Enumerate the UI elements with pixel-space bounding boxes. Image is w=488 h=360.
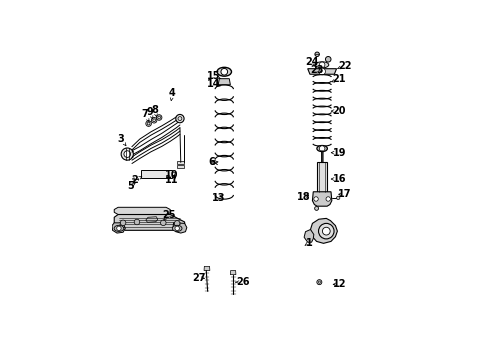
Text: 11: 11 bbox=[164, 175, 178, 185]
Polygon shape bbox=[230, 270, 235, 275]
Circle shape bbox=[120, 220, 125, 226]
Text: 12: 12 bbox=[332, 279, 346, 289]
Text: 7: 7 bbox=[141, 109, 148, 119]
Circle shape bbox=[117, 226, 121, 231]
Circle shape bbox=[319, 146, 324, 151]
Polygon shape bbox=[114, 215, 184, 230]
Circle shape bbox=[336, 196, 339, 199]
Bar bbox=[141, 170, 171, 179]
Text: 4: 4 bbox=[169, 88, 176, 98]
Text: 19: 19 bbox=[332, 148, 346, 158]
Text: 9: 9 bbox=[146, 107, 153, 117]
Circle shape bbox=[156, 115, 162, 120]
Circle shape bbox=[314, 52, 319, 57]
Text: 6: 6 bbox=[208, 157, 215, 167]
Bar bbox=[317, 162, 326, 192]
Polygon shape bbox=[312, 192, 331, 206]
Circle shape bbox=[151, 117, 157, 123]
Text: 5: 5 bbox=[127, 181, 134, 191]
Text: 27: 27 bbox=[192, 273, 205, 283]
Circle shape bbox=[175, 226, 179, 231]
Text: 14: 14 bbox=[207, 79, 220, 89]
Text: 26: 26 bbox=[236, 277, 249, 287]
Circle shape bbox=[175, 114, 183, 123]
Polygon shape bbox=[304, 229, 313, 242]
Circle shape bbox=[318, 223, 333, 239]
Ellipse shape bbox=[114, 225, 123, 231]
Text: 22: 22 bbox=[337, 61, 351, 71]
Circle shape bbox=[145, 121, 151, 126]
Bar bbox=[177, 161, 183, 164]
Polygon shape bbox=[112, 223, 125, 233]
Circle shape bbox=[134, 219, 140, 225]
Ellipse shape bbox=[217, 67, 231, 76]
Polygon shape bbox=[114, 207, 170, 215]
Polygon shape bbox=[307, 69, 336, 74]
Text: 17: 17 bbox=[337, 189, 350, 199]
Ellipse shape bbox=[172, 225, 182, 231]
Text: 10: 10 bbox=[165, 170, 178, 180]
Bar bbox=[177, 165, 183, 168]
Polygon shape bbox=[203, 266, 209, 270]
Polygon shape bbox=[310, 219, 337, 243]
Text: 13: 13 bbox=[212, 193, 225, 203]
Polygon shape bbox=[173, 223, 186, 233]
Text: 16: 16 bbox=[332, 174, 346, 184]
Circle shape bbox=[121, 148, 133, 160]
Text: 18: 18 bbox=[296, 192, 309, 202]
Circle shape bbox=[325, 197, 330, 201]
Circle shape bbox=[123, 151, 130, 157]
Text: 2: 2 bbox=[131, 175, 138, 185]
Circle shape bbox=[318, 68, 325, 75]
Ellipse shape bbox=[316, 145, 327, 152]
Text: 8: 8 bbox=[151, 105, 158, 115]
Circle shape bbox=[319, 62, 324, 68]
Polygon shape bbox=[218, 79, 230, 85]
Text: 24: 24 bbox=[304, 57, 318, 67]
Circle shape bbox=[314, 207, 318, 210]
Polygon shape bbox=[145, 217, 158, 222]
Circle shape bbox=[160, 220, 166, 226]
Text: 25: 25 bbox=[162, 210, 175, 220]
Text: 3: 3 bbox=[117, 134, 124, 144]
Circle shape bbox=[325, 57, 330, 62]
Text: 23: 23 bbox=[310, 66, 323, 75]
Text: 21: 21 bbox=[332, 74, 346, 84]
Circle shape bbox=[313, 197, 318, 201]
Circle shape bbox=[221, 68, 227, 75]
Text: 1: 1 bbox=[305, 238, 311, 248]
Text: 20: 20 bbox=[332, 106, 346, 116]
Circle shape bbox=[316, 280, 321, 285]
Text: 15: 15 bbox=[207, 71, 220, 81]
Ellipse shape bbox=[315, 62, 328, 68]
Circle shape bbox=[174, 221, 180, 226]
Circle shape bbox=[322, 227, 329, 235]
